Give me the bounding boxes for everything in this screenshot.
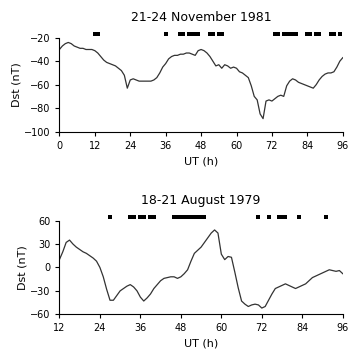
- X-axis label: UT (h): UT (h): [184, 339, 218, 349]
- Title: 21-24 November 1981: 21-24 November 1981: [131, 11, 271, 24]
- X-axis label: UT (h): UT (h): [184, 156, 218, 166]
- Y-axis label: Dst (nT): Dst (nT): [11, 62, 21, 107]
- Title: 18-21 August 1979: 18-21 August 1979: [141, 194, 261, 207]
- Y-axis label: Dst (nT): Dst (nT): [17, 245, 27, 290]
